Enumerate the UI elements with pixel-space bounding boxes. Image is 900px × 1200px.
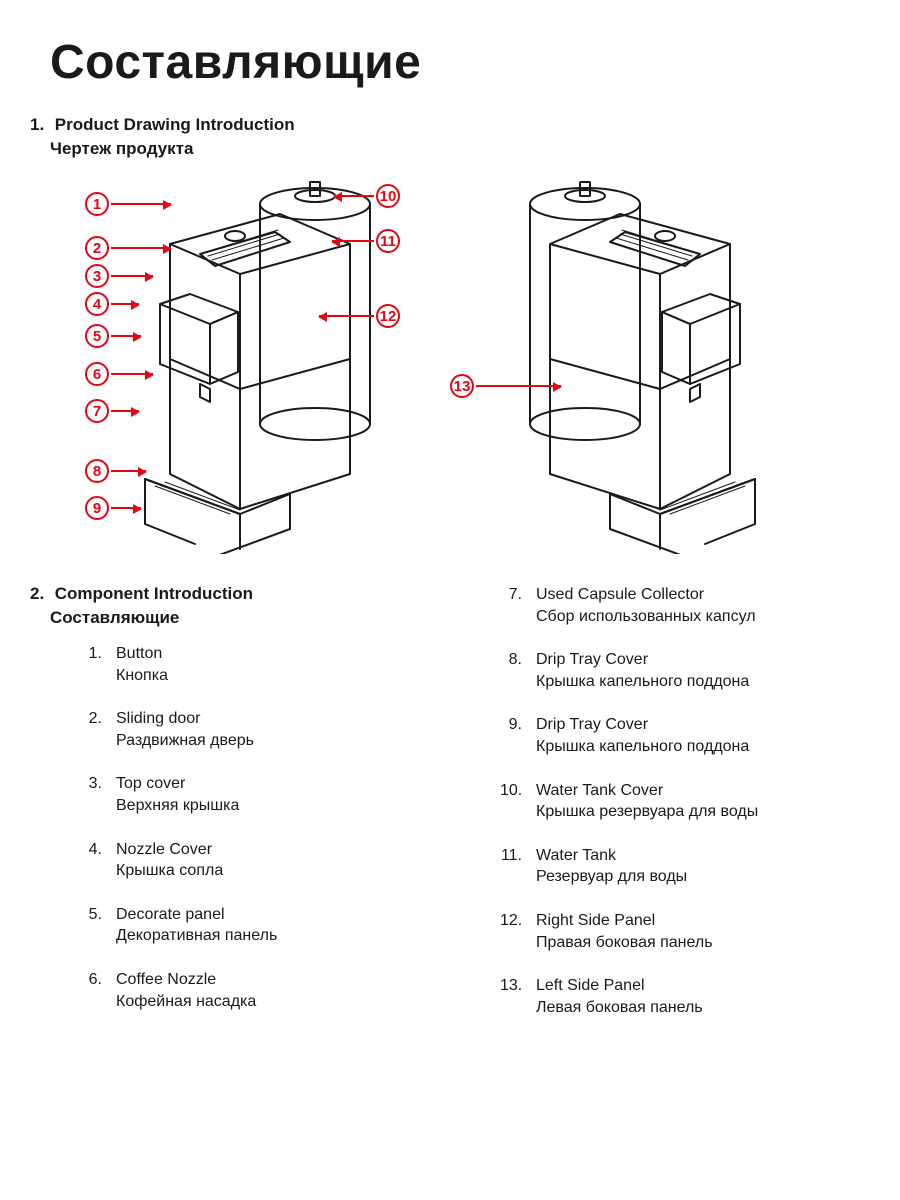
component-name-en: Right Side Panel xyxy=(536,910,713,932)
diagram-right-view: 13 xyxy=(470,174,850,554)
component-name-ru: Левая боковая панель xyxy=(536,997,703,1019)
component-item: 5. Decorate panelДекоративная панель xyxy=(80,904,430,947)
component-number: 6. xyxy=(80,969,102,1012)
machine-line-drawing-right xyxy=(470,174,850,554)
component-number: 5. xyxy=(80,904,102,947)
component-name-ru: Сбор использованных капсул xyxy=(536,606,756,628)
component-item: 7. Used Capsule CollectorСбор использован… xyxy=(500,584,850,627)
component-name-en: Top cover xyxy=(116,773,239,795)
component-item: 13. Left Side PanelЛевая боковая панель xyxy=(500,975,850,1018)
section1-title-ru: Чертеж продукта xyxy=(50,139,850,159)
component-number: 9. xyxy=(500,714,522,757)
component-columns: 2. Component Introduction Составляющие 1… xyxy=(50,584,850,1040)
component-col-right: 7. Used Capsule CollectorСбор использован… xyxy=(470,584,850,1040)
component-name-en: Button xyxy=(116,643,168,665)
component-name-en: Nozzle Cover xyxy=(116,839,223,861)
component-name-ru: Верхняя крышка xyxy=(116,795,239,817)
component-list-1: 1. ButtonКнопка 2. Sliding doorРаздвижная д… xyxy=(50,643,430,1012)
component-col-left: 2. Component Introduction Составляющие 1… xyxy=(50,584,430,1040)
component-number: 10. xyxy=(500,780,522,823)
component-item: 3. Top coverВерхняя крышка xyxy=(80,773,430,816)
page-title: Составляющие xyxy=(50,35,850,90)
component-number: 11. xyxy=(500,845,522,888)
section2-title-en: Component Introduction xyxy=(55,584,253,603)
component-item: 2. Sliding doorРаздвижная дверь xyxy=(80,708,430,751)
component-number: 13. xyxy=(500,975,522,1018)
component-item: 10. Water Tank CoverКрышка резервуара для… xyxy=(500,780,850,823)
section1-heading: 1. Product Drawing Introduction xyxy=(30,115,850,135)
component-name-ru: Правая боковая панель xyxy=(536,932,713,954)
component-item: 11. Water TankРезервуар для воды xyxy=(500,845,850,888)
component-number: 2. xyxy=(80,708,102,751)
component-name-en: Water Tank xyxy=(536,845,687,867)
section2-title-ru: Составляющие xyxy=(50,608,430,628)
component-name-en: Sliding door xyxy=(116,708,254,730)
component-name-en: Coffee Nozzle xyxy=(116,969,256,991)
component-name-en: Drip Tray Cover xyxy=(536,649,749,671)
component-number: 8. xyxy=(500,649,522,692)
component-name-ru: Резервуар для воды xyxy=(536,866,687,888)
component-name-en: Water Tank Cover xyxy=(536,780,758,802)
component-name-ru: Декоративная панель xyxy=(116,925,277,947)
component-name-en: Used Capsule Collector xyxy=(536,584,756,606)
component-number: 3. xyxy=(80,773,102,816)
component-name-ru: Раздвижная дверь xyxy=(116,730,254,752)
component-number: 12. xyxy=(500,910,522,953)
component-item: 9. Drip Tray CoverКрышка капельного поддо… xyxy=(500,714,850,757)
component-item: 1. ButtonКнопка xyxy=(80,643,430,686)
component-item: 8. Drip Tray CoverКрышка капельного поддо… xyxy=(500,649,850,692)
component-number: 7. xyxy=(500,584,522,627)
component-number: 4. xyxy=(80,839,102,882)
component-item: 12. Right Side PanelПравая боковая панель xyxy=(500,910,850,953)
component-name-en: Decorate panel xyxy=(116,904,277,926)
component-list-2: 7. Used Capsule CollectorСбор использован… xyxy=(470,584,850,1018)
component-name-en: Drip Tray Cover xyxy=(536,714,749,736)
machine-line-drawing-left xyxy=(50,174,430,554)
component-name-ru: Крышка резервуара для воды xyxy=(536,801,758,823)
section2-heading: 2. Component Introduction xyxy=(30,584,430,604)
product-diagram: 123456789 101112 xyxy=(50,174,850,554)
component-item: 4. Nozzle CoverКрышка сопла xyxy=(80,839,430,882)
component-name-ru: Кнопка xyxy=(116,665,168,687)
section2-number: 2. xyxy=(30,584,50,604)
component-name-ru: Крышка капельного поддона xyxy=(536,736,749,758)
component-item: 6. Coffee NozzleКофейная насадка xyxy=(80,969,430,1012)
component-name-ru: Крышка сопла xyxy=(116,860,223,882)
component-name-ru: Кофейная насадка xyxy=(116,991,256,1013)
component-number: 1. xyxy=(80,643,102,686)
component-name-ru: Крышка капельного поддона xyxy=(536,671,749,693)
diagram-left-view: 123456789 101112 xyxy=(50,174,430,554)
component-name-en: Left Side Panel xyxy=(536,975,703,997)
section1-title-en: Product Drawing Introduction xyxy=(55,115,295,134)
section1-number: 1. xyxy=(30,115,50,135)
